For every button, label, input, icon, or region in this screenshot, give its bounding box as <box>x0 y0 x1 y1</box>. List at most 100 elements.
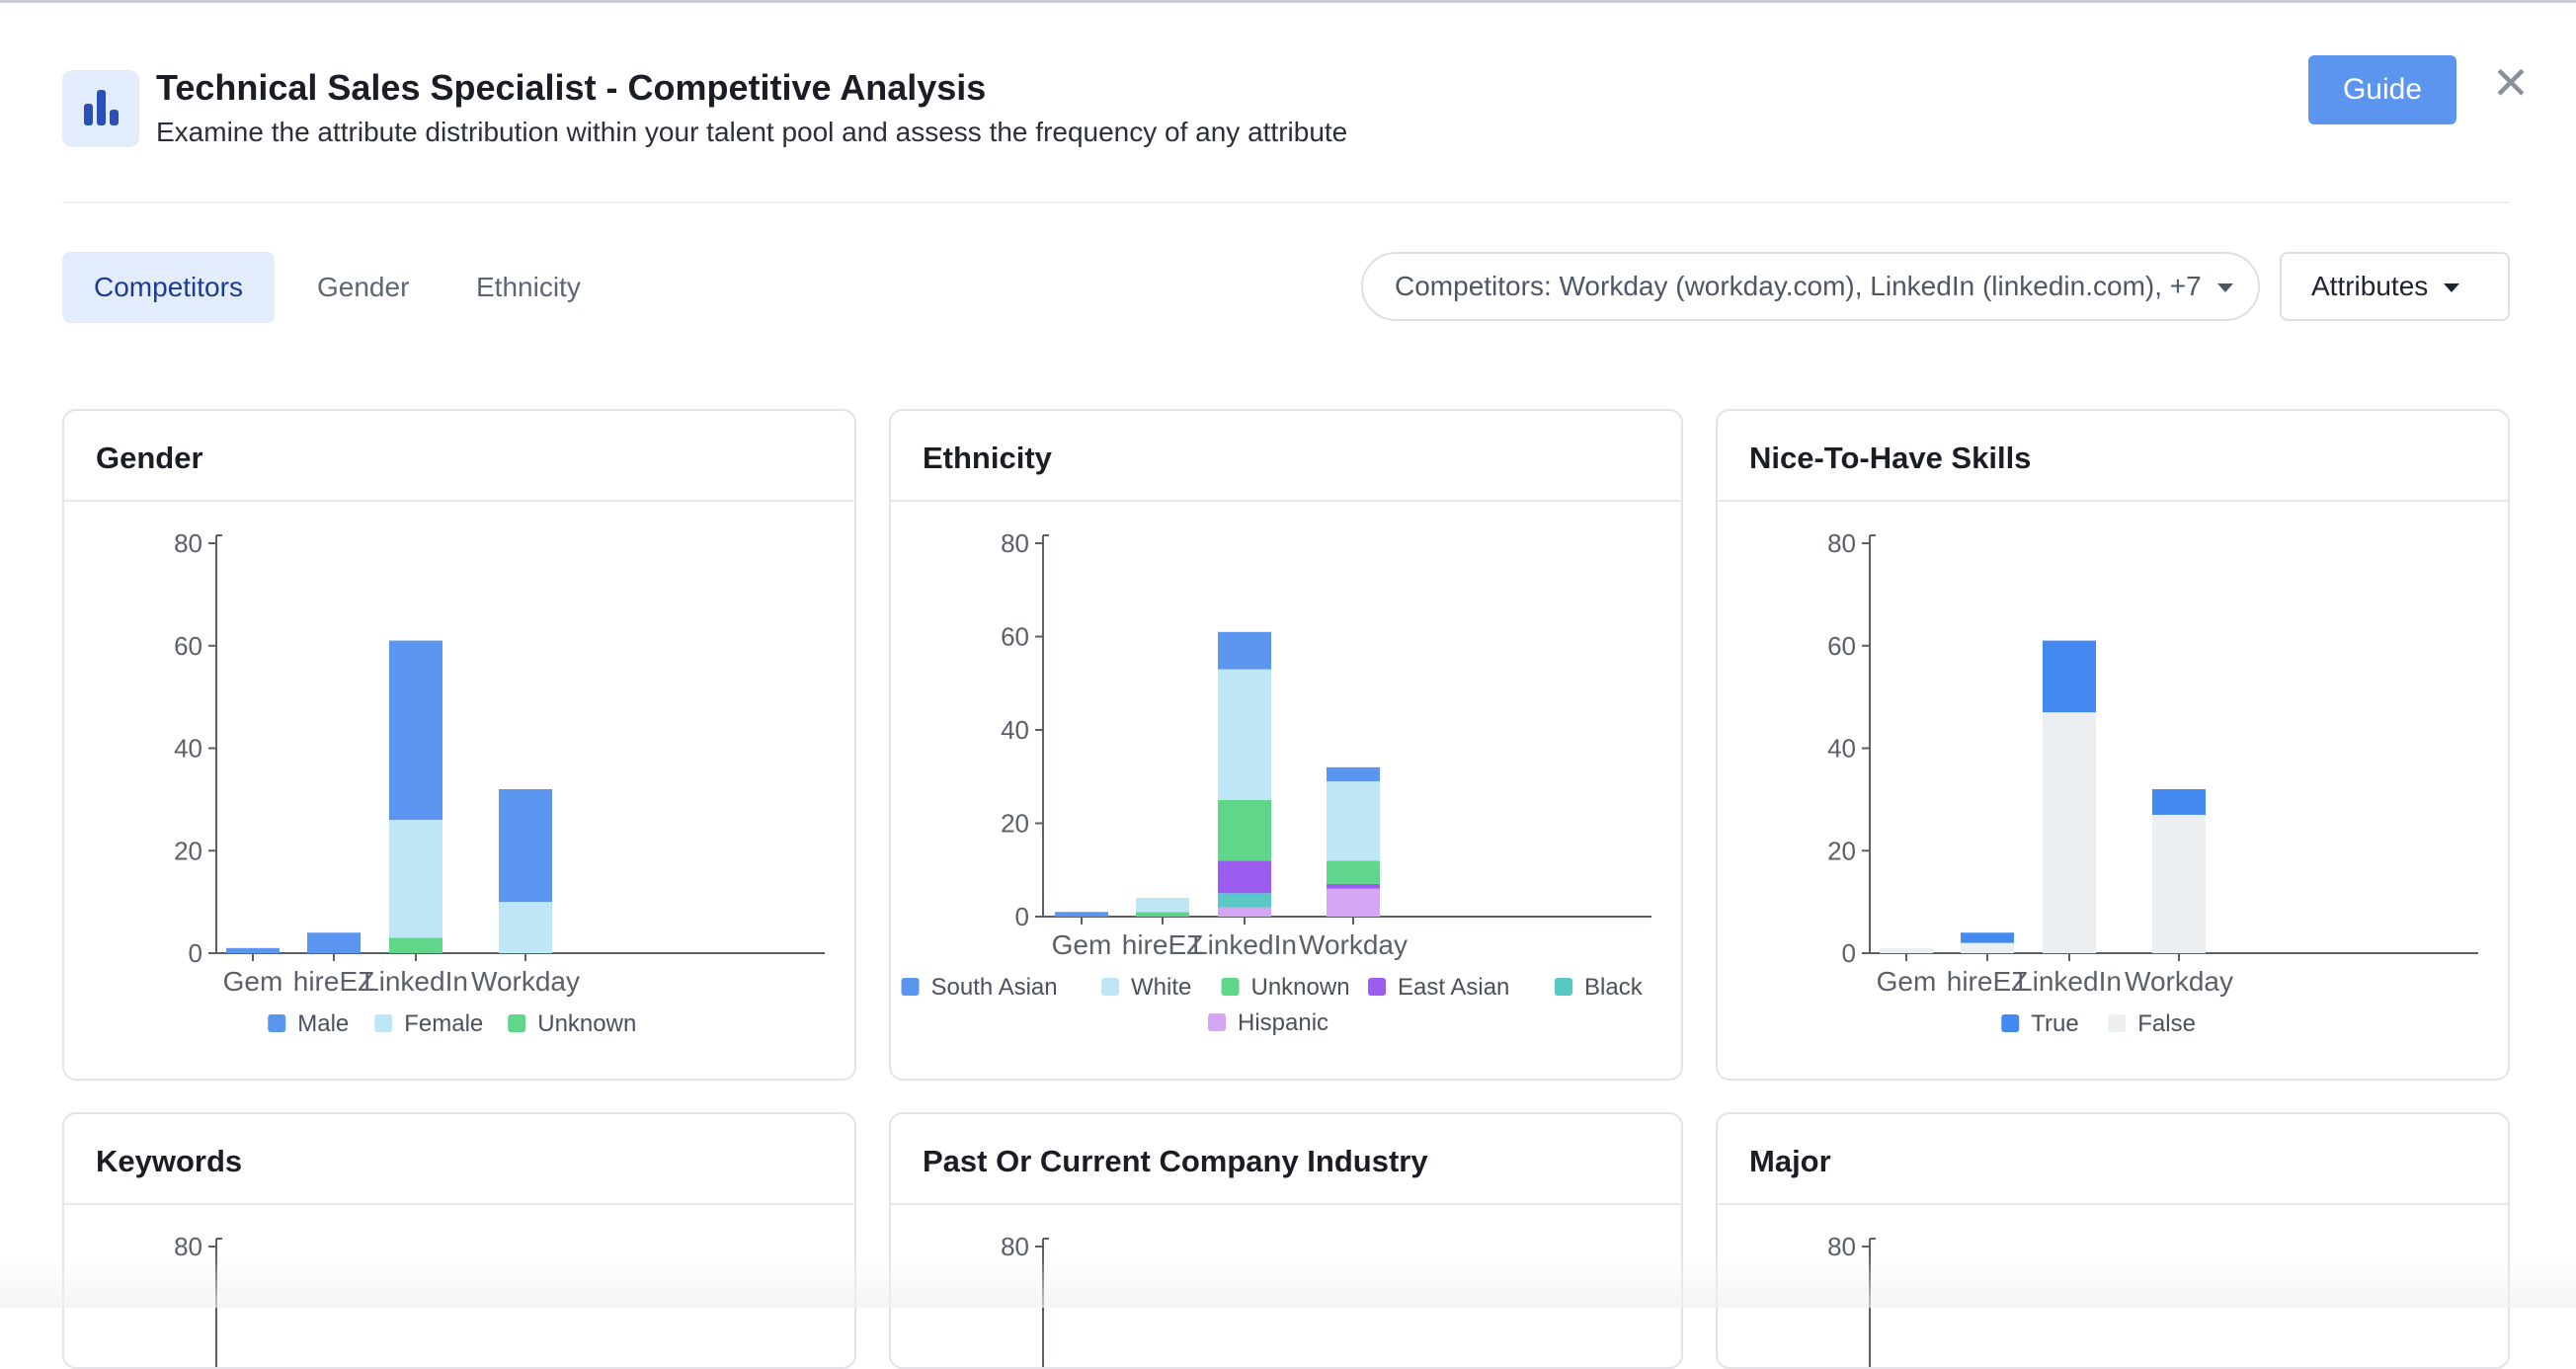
card-divider <box>891 500 1681 502</box>
chart-card-past-or-current-company-industry: Past Or Current Company Industry 80 <box>889 1112 1683 1369</box>
x-tick-label: LinkedIn <box>1192 929 1297 960</box>
x-tick-label: Workday <box>2125 966 2233 997</box>
guide-button[interactable]: Guide <box>2308 55 2456 124</box>
close-icon[interactable]: ✕ <box>2491 57 2531 109</box>
y-tick-label: 20 <box>1001 809 1029 839</box>
tab-gender[interactable]: Gender <box>317 272 410 302</box>
tab-ethnicity[interactable]: Ethnicity <box>476 272 581 302</box>
x-tick-label: LinkedIn <box>2017 966 2122 997</box>
bar-segment <box>2043 640 2096 713</box>
bar-chart-icon <box>62 70 139 147</box>
legend-label: Unknown <box>537 1010 636 1037</box>
bar-segment <box>1327 888 1380 917</box>
chart-card-ethnicity: Ethnicity 0 20 40 60 80 Gem hireEZ LinkedIn Work… <box>889 409 1683 1081</box>
legend-swatch <box>508 1014 526 1032</box>
legend-label: Male <box>297 1010 349 1037</box>
y-tick-label: 20 <box>174 836 202 865</box>
tab-competitors[interactable]: Competitors <box>62 252 275 323</box>
page-subtitle: Examine the attribute distribution withi… <box>156 117 1348 147</box>
y-tick-label: 40 <box>174 734 202 764</box>
legend-label: East Asian <box>1398 974 1509 1001</box>
x-tick-label: hireEZ <box>1122 929 1203 960</box>
card-divider <box>64 1203 854 1205</box>
bar-segment <box>1880 947 1933 953</box>
legend-label: Hispanic <box>1238 1009 1328 1036</box>
legend-swatch <box>268 1014 286 1032</box>
industry-chart-stub: 80 <box>1001 1232 1049 1367</box>
legend-label: False <box>2137 1010 2196 1037</box>
card-title: Keywords <box>96 1144 243 1178</box>
page-title: Technical Sales Specialist - Competitive… <box>156 67 987 108</box>
legend-label: True <box>2031 1010 2078 1037</box>
card-divider <box>64 500 854 502</box>
y-tick-label: 60 <box>1001 622 1029 652</box>
chart-card-major: Major 80 <box>1716 1112 2510 1369</box>
bar-segment <box>1218 799 1271 861</box>
bar-segment <box>1218 893 1271 908</box>
legend-swatch <box>2108 1014 2127 1032</box>
bar-segment <box>1327 883 1380 889</box>
bar-segment <box>1327 780 1380 861</box>
bar-segment <box>2043 712 2096 953</box>
major-chart-stub: 80 <box>1827 1232 1876 1367</box>
bar-segment <box>1218 907 1271 917</box>
y-tick-label: 40 <box>1001 715 1029 745</box>
legend-label: Female <box>404 1010 483 1037</box>
bar-segment <box>1218 631 1271 670</box>
x-tick-label: Workday <box>1299 929 1408 960</box>
card-divider <box>891 1203 1681 1205</box>
bottom-fade <box>0 1254 2576 1308</box>
legend-swatch <box>1368 978 1386 996</box>
legend-swatch <box>1221 978 1240 996</box>
bar-segment <box>389 820 443 938</box>
y-tick-label: 60 <box>1827 631 1856 661</box>
card-title: Gender <box>96 441 203 475</box>
chevron-down-icon <box>2216 283 2233 293</box>
competitors-select-label: Competitors: Workday (workday.com), Link… <box>1395 271 2202 301</box>
bar-segment <box>1136 898 1189 913</box>
bar-segment <box>499 789 552 903</box>
legend-swatch <box>1555 978 1572 996</box>
bar-segment <box>389 937 443 953</box>
x-tick-label: Gem <box>1877 966 1937 997</box>
x-tick-label: Workday <box>471 966 580 997</box>
legend-swatch <box>1101 978 1119 996</box>
y-tick-label: 0 <box>1842 938 1856 968</box>
chart-card-nice-to-have-skills: Nice-To-Have Skills 0 20 40 60 80 Gem hireEZ Li… <box>1716 409 2510 1081</box>
card-divider <box>1718 1203 2508 1205</box>
bar-segment <box>226 947 280 953</box>
card-title: Major <box>1749 1144 1831 1178</box>
attributes-dropdown[interactable]: Attributes <box>2280 252 2510 321</box>
card-divider <box>1718 500 2508 502</box>
bar-segment <box>1218 860 1271 894</box>
keywords-chart-stub: 80 <box>174 1232 222 1367</box>
card-title: Ethnicity <box>923 441 1052 475</box>
y-tick-label: 40 <box>1827 734 1856 764</box>
bar-segment <box>499 902 552 953</box>
bar-segment <box>1961 942 2014 953</box>
legend-swatch <box>374 1014 393 1032</box>
legend-label: South Asian <box>931 974 1058 1001</box>
bar-segment <box>307 932 361 953</box>
competitors-select[interactable]: Competitors: Workday (workday.com), Link… <box>1361 252 2260 321</box>
legend-label: Black <box>1584 974 1644 1001</box>
attributes-label: Attributes <box>2311 271 2429 301</box>
x-tick-label: hireEZ <box>293 966 374 997</box>
y-tick-label: 80 <box>174 528 202 558</box>
bar-segment <box>389 640 443 821</box>
legend-label: Unknown <box>1251 974 1350 1001</box>
bar-segment <box>2152 789 2206 815</box>
bar-segment <box>2152 814 2206 953</box>
x-tick-label: LinkedIn <box>363 966 468 997</box>
bar-segment <box>1055 912 1108 917</box>
y-tick-label: 20 <box>1827 836 1856 865</box>
bar-segment <box>1218 669 1271 800</box>
bar-segment <box>1327 766 1380 781</box>
y-tick-label: 60 <box>174 631 202 661</box>
card-title: Past Or Current Company Industry <box>923 1144 1428 1178</box>
y-tick-label: 80 <box>1001 528 1029 558</box>
